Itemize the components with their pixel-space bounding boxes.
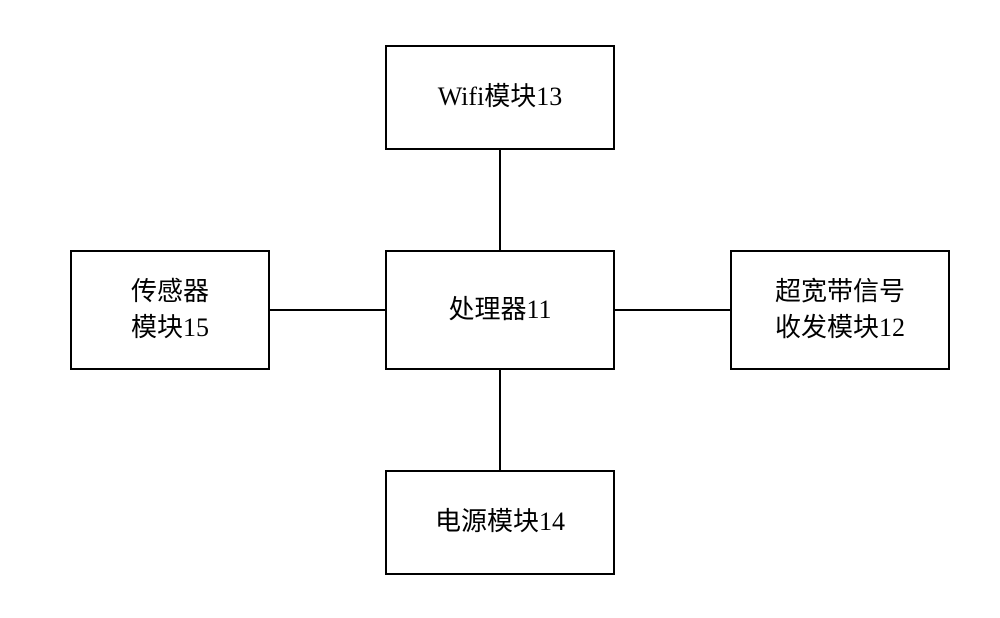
node-bottom-power: 电源模块14 bbox=[385, 470, 615, 575]
block-diagram: 处理器11 Wifi模块13 电源模块14 传感器模块15 超宽带信号收发模块1… bbox=[50, 20, 970, 590]
node-center-processor: 处理器11 bbox=[385, 250, 615, 370]
connector-top-center bbox=[499, 150, 501, 250]
node-center-label: 处理器11 bbox=[448, 292, 551, 328]
connector-left-center bbox=[270, 309, 385, 311]
node-top-label: Wifi模块13 bbox=[438, 79, 563, 115]
node-left-sensor: 传感器模块15 bbox=[70, 250, 270, 370]
connector-center-right bbox=[615, 309, 730, 311]
node-left-label: 传感器模块15 bbox=[131, 274, 209, 347]
node-right-uwb: 超宽带信号收发模块12 bbox=[730, 250, 950, 370]
connector-center-bottom bbox=[499, 370, 501, 470]
node-bottom-label: 电源模块14 bbox=[435, 504, 565, 540]
node-right-label: 超宽带信号收发模块12 bbox=[775, 274, 905, 347]
node-top-wifi: Wifi模块13 bbox=[385, 45, 615, 150]
